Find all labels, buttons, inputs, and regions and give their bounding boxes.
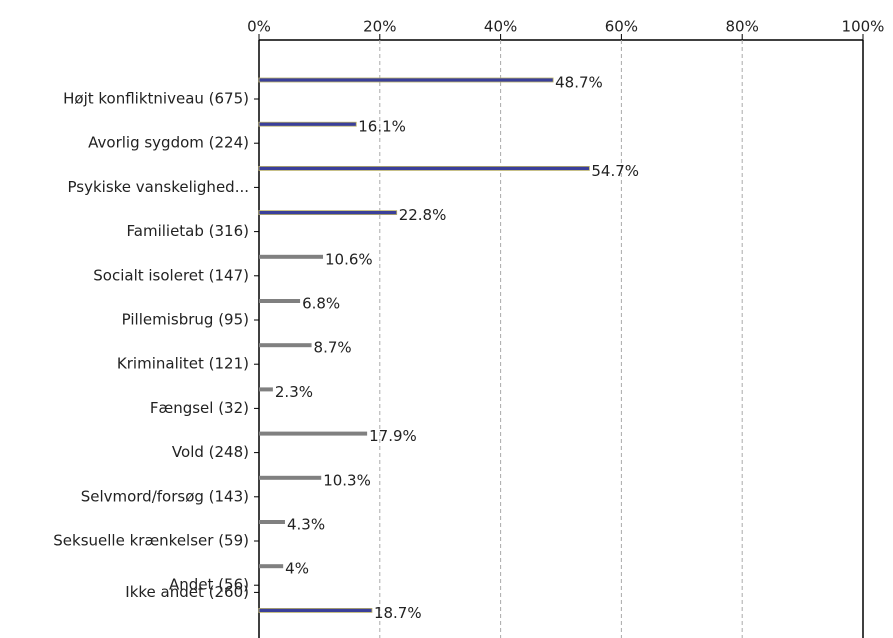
bar xyxy=(259,475,322,480)
x-tick-label: 100% xyxy=(842,18,885,36)
x-tick-label: 40% xyxy=(484,18,517,36)
bar xyxy=(258,121,357,127)
bar xyxy=(258,77,554,83)
value-label: 4.3% xyxy=(287,516,325,534)
bar xyxy=(258,608,373,613)
value-label: 16.1% xyxy=(358,118,406,136)
bar xyxy=(259,387,273,392)
y-tick-label: Avorlig sygdom (224) xyxy=(88,134,249,152)
value-label: 22.8% xyxy=(399,206,447,224)
bar xyxy=(259,299,301,303)
y-tick-label: Psykiske vanskelighed... xyxy=(68,178,249,196)
value-label: 17.9% xyxy=(369,427,417,445)
y-tick-label: Socialt isoleret (147) xyxy=(93,266,249,284)
bar xyxy=(259,343,312,348)
y-tick-label: Højt konfliktniveau (675) xyxy=(63,90,249,108)
value-label: 10.6% xyxy=(325,250,373,268)
y-tick-label: Andet (56) xyxy=(169,576,249,594)
x-tick-label: 20% xyxy=(363,18,396,36)
y-tick-label: Fængsel (32) xyxy=(150,399,249,417)
y-tick-label: Seksuelle krænkelser (59) xyxy=(53,532,249,550)
y-tick-label: Kriminalitet (121) xyxy=(117,355,249,373)
bar xyxy=(259,431,368,436)
bar xyxy=(259,564,284,569)
bar xyxy=(258,165,590,171)
value-label: 4% xyxy=(285,560,309,578)
y-tick-label: Selvmord/forsøg (143) xyxy=(81,487,249,505)
y-tick-label: Vold (248) xyxy=(172,443,249,461)
bar xyxy=(259,520,285,524)
bar xyxy=(258,210,398,216)
value-label: 54.7% xyxy=(591,162,639,180)
value-label: 2.3% xyxy=(275,383,313,401)
x-tick-label: 0% xyxy=(247,18,271,36)
y-tick-label: Familietab (316) xyxy=(127,222,249,240)
value-label: 6.8% xyxy=(302,295,340,313)
y-tick-label: Ikke andet (260) xyxy=(125,583,249,601)
y-tick-label: Pillemisbrug (95) xyxy=(122,311,249,329)
bar xyxy=(259,254,324,259)
value-label: 48.7% xyxy=(555,74,603,92)
x-tick-label: 80% xyxy=(726,18,759,36)
value-label: 10.3% xyxy=(323,471,371,489)
x-tick-label: 60% xyxy=(605,18,638,36)
value-label: 8.7% xyxy=(314,339,352,357)
value-label: 18.7% xyxy=(374,604,422,622)
